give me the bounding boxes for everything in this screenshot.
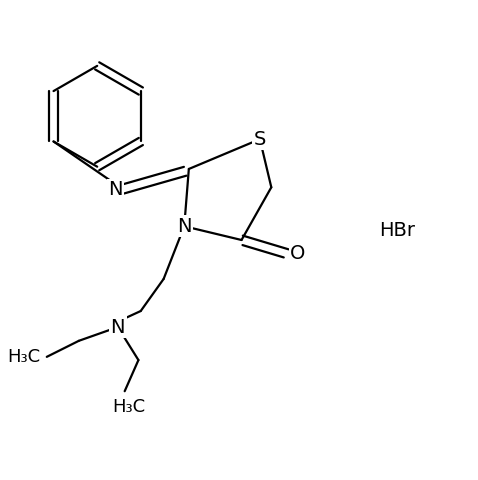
Text: N: N bbox=[108, 180, 123, 199]
Text: S: S bbox=[254, 130, 266, 149]
Text: H₃C: H₃C bbox=[7, 348, 40, 366]
Text: O: O bbox=[290, 244, 305, 263]
Text: HBr: HBr bbox=[380, 221, 415, 240]
Text: H₃C: H₃C bbox=[113, 398, 146, 416]
Text: N: N bbox=[177, 217, 192, 236]
Text: N: N bbox=[110, 318, 125, 336]
